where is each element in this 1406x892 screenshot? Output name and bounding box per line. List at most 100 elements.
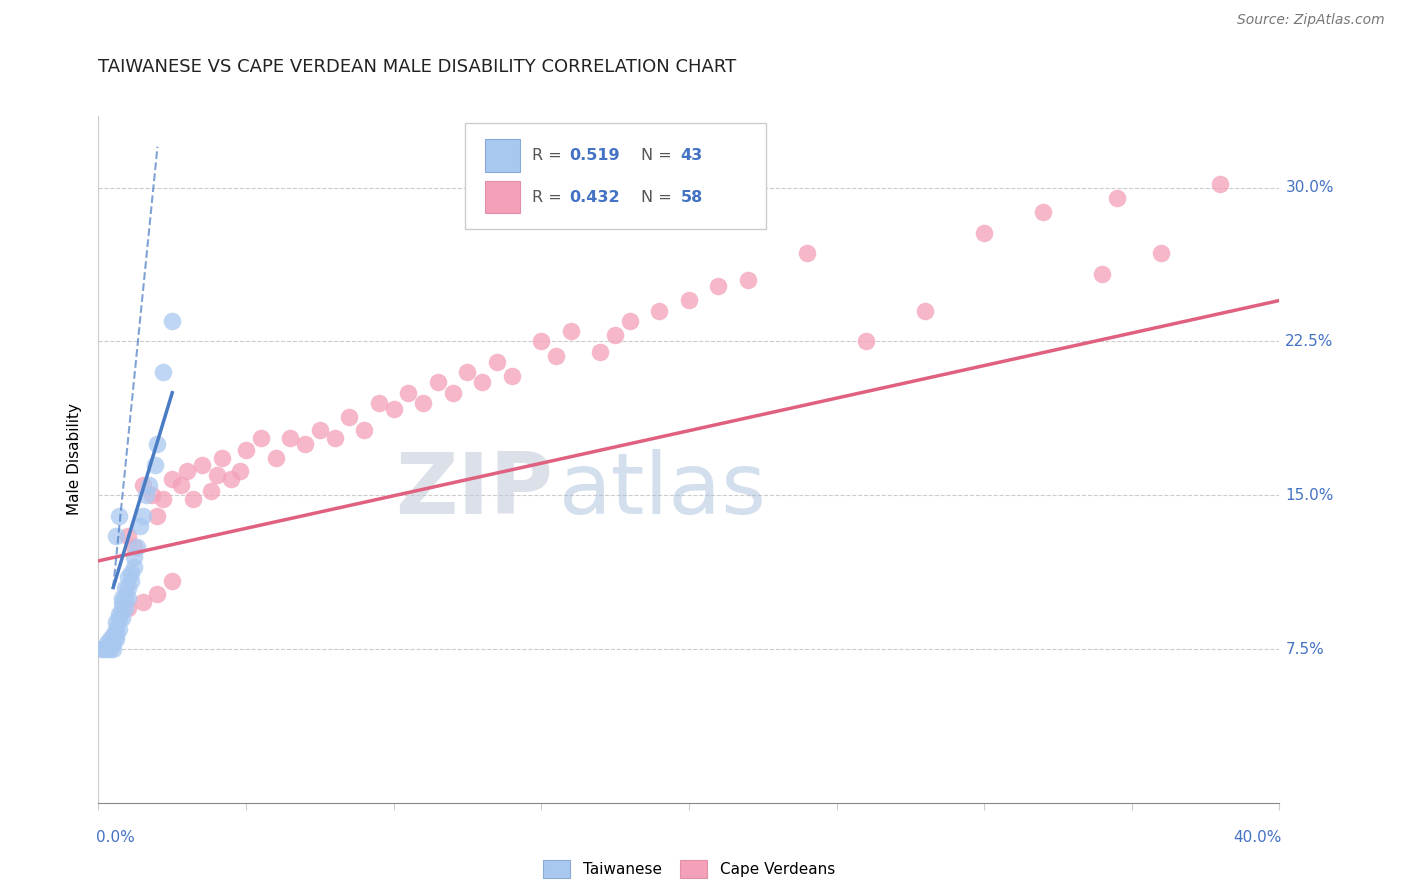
Point [103, 642, 125, 657]
Point [117, 570, 139, 584]
Point [309, 423, 332, 437]
FancyBboxPatch shape [464, 123, 766, 229]
Point [128, 519, 150, 533]
Text: 22.5%: 22.5% [1285, 334, 1334, 349]
Point [737, 273, 759, 287]
Point [294, 437, 316, 451]
Point [103, 628, 125, 642]
Legend: Taiwanese, Cape Verdeans: Taiwanese, Cape Verdeans [537, 854, 841, 885]
Point [1105, 191, 1128, 205]
Point [120, 574, 142, 589]
Point [122, 560, 145, 574]
Point [117, 591, 139, 605]
Point [135, 488, 157, 502]
Point [103, 636, 125, 650]
Point [427, 376, 450, 390]
Point [152, 365, 174, 379]
Point [98, 632, 121, 646]
Point [146, 587, 169, 601]
Point [486, 355, 509, 369]
Point [176, 464, 198, 478]
Text: atlas: atlas [560, 449, 768, 532]
Point [471, 376, 494, 390]
Text: TAIWANESE VS CAPE VERDEAN MALE DISABILITY CORRELATION CHART: TAIWANESE VS CAPE VERDEAN MALE DISABILIT… [98, 58, 737, 76]
Point [111, 611, 134, 625]
Point [337, 410, 360, 425]
Text: 58: 58 [681, 189, 703, 204]
Point [605, 328, 627, 343]
Point [122, 540, 145, 554]
Point [141, 488, 163, 502]
Point [191, 458, 214, 472]
Point [855, 334, 877, 349]
Point [90, 642, 112, 657]
Point [111, 591, 134, 605]
Text: 15.0%: 15.0% [1285, 488, 1334, 503]
Point [796, 246, 818, 260]
Point [648, 303, 671, 318]
Point [229, 464, 252, 478]
Point [353, 423, 375, 437]
Point [544, 349, 567, 363]
Text: N =: N = [641, 148, 676, 163]
Point [264, 451, 287, 466]
Text: Source: ZipAtlas.com: Source: ZipAtlas.com [1237, 13, 1385, 28]
Point [707, 279, 730, 293]
Point [382, 402, 405, 417]
Point [501, 369, 523, 384]
Text: 43: 43 [681, 148, 703, 163]
Point [108, 622, 131, 636]
Point [122, 549, 145, 564]
Point [560, 324, 582, 338]
Point [152, 492, 174, 507]
Text: R =: R = [531, 189, 567, 204]
Point [368, 396, 391, 410]
Point [1150, 246, 1173, 260]
Point [117, 529, 139, 543]
Point [98, 642, 121, 657]
Text: 40.0%: 40.0% [1233, 830, 1282, 846]
Point [108, 508, 131, 523]
Point [162, 472, 183, 486]
Text: ZIP: ZIP [395, 449, 553, 532]
Point [678, 293, 700, 308]
Point [146, 508, 169, 523]
Point [235, 443, 257, 458]
Text: 30.0%: 30.0% [1285, 180, 1334, 195]
Point [132, 508, 155, 523]
Point [120, 566, 142, 581]
Point [96, 642, 118, 657]
Point [323, 431, 346, 445]
Text: 7.5%: 7.5% [1285, 641, 1324, 657]
Point [105, 632, 128, 646]
Point [1209, 177, 1232, 191]
Point [973, 226, 995, 240]
Point [412, 396, 434, 410]
Point [219, 472, 242, 486]
Point [105, 529, 128, 543]
Point [105, 615, 128, 630]
Point [589, 344, 612, 359]
Text: 0.432: 0.432 [569, 189, 620, 204]
Text: 0.519: 0.519 [569, 148, 620, 163]
Point [146, 437, 169, 451]
Point [117, 601, 139, 615]
Point [132, 595, 155, 609]
Point [117, 581, 139, 595]
Point [1032, 205, 1054, 219]
Point [125, 540, 148, 554]
Point [1091, 267, 1114, 281]
Point [114, 601, 136, 615]
Point [111, 601, 134, 615]
Point [211, 451, 233, 466]
Point [181, 492, 204, 507]
Point [205, 467, 228, 482]
Point [456, 365, 478, 379]
Point [530, 334, 553, 349]
Point [170, 478, 193, 492]
Point [278, 431, 302, 445]
Point [93, 642, 115, 657]
Point [138, 478, 160, 492]
Y-axis label: Male Disability: Male Disability [66, 403, 82, 516]
FancyBboxPatch shape [485, 180, 520, 213]
